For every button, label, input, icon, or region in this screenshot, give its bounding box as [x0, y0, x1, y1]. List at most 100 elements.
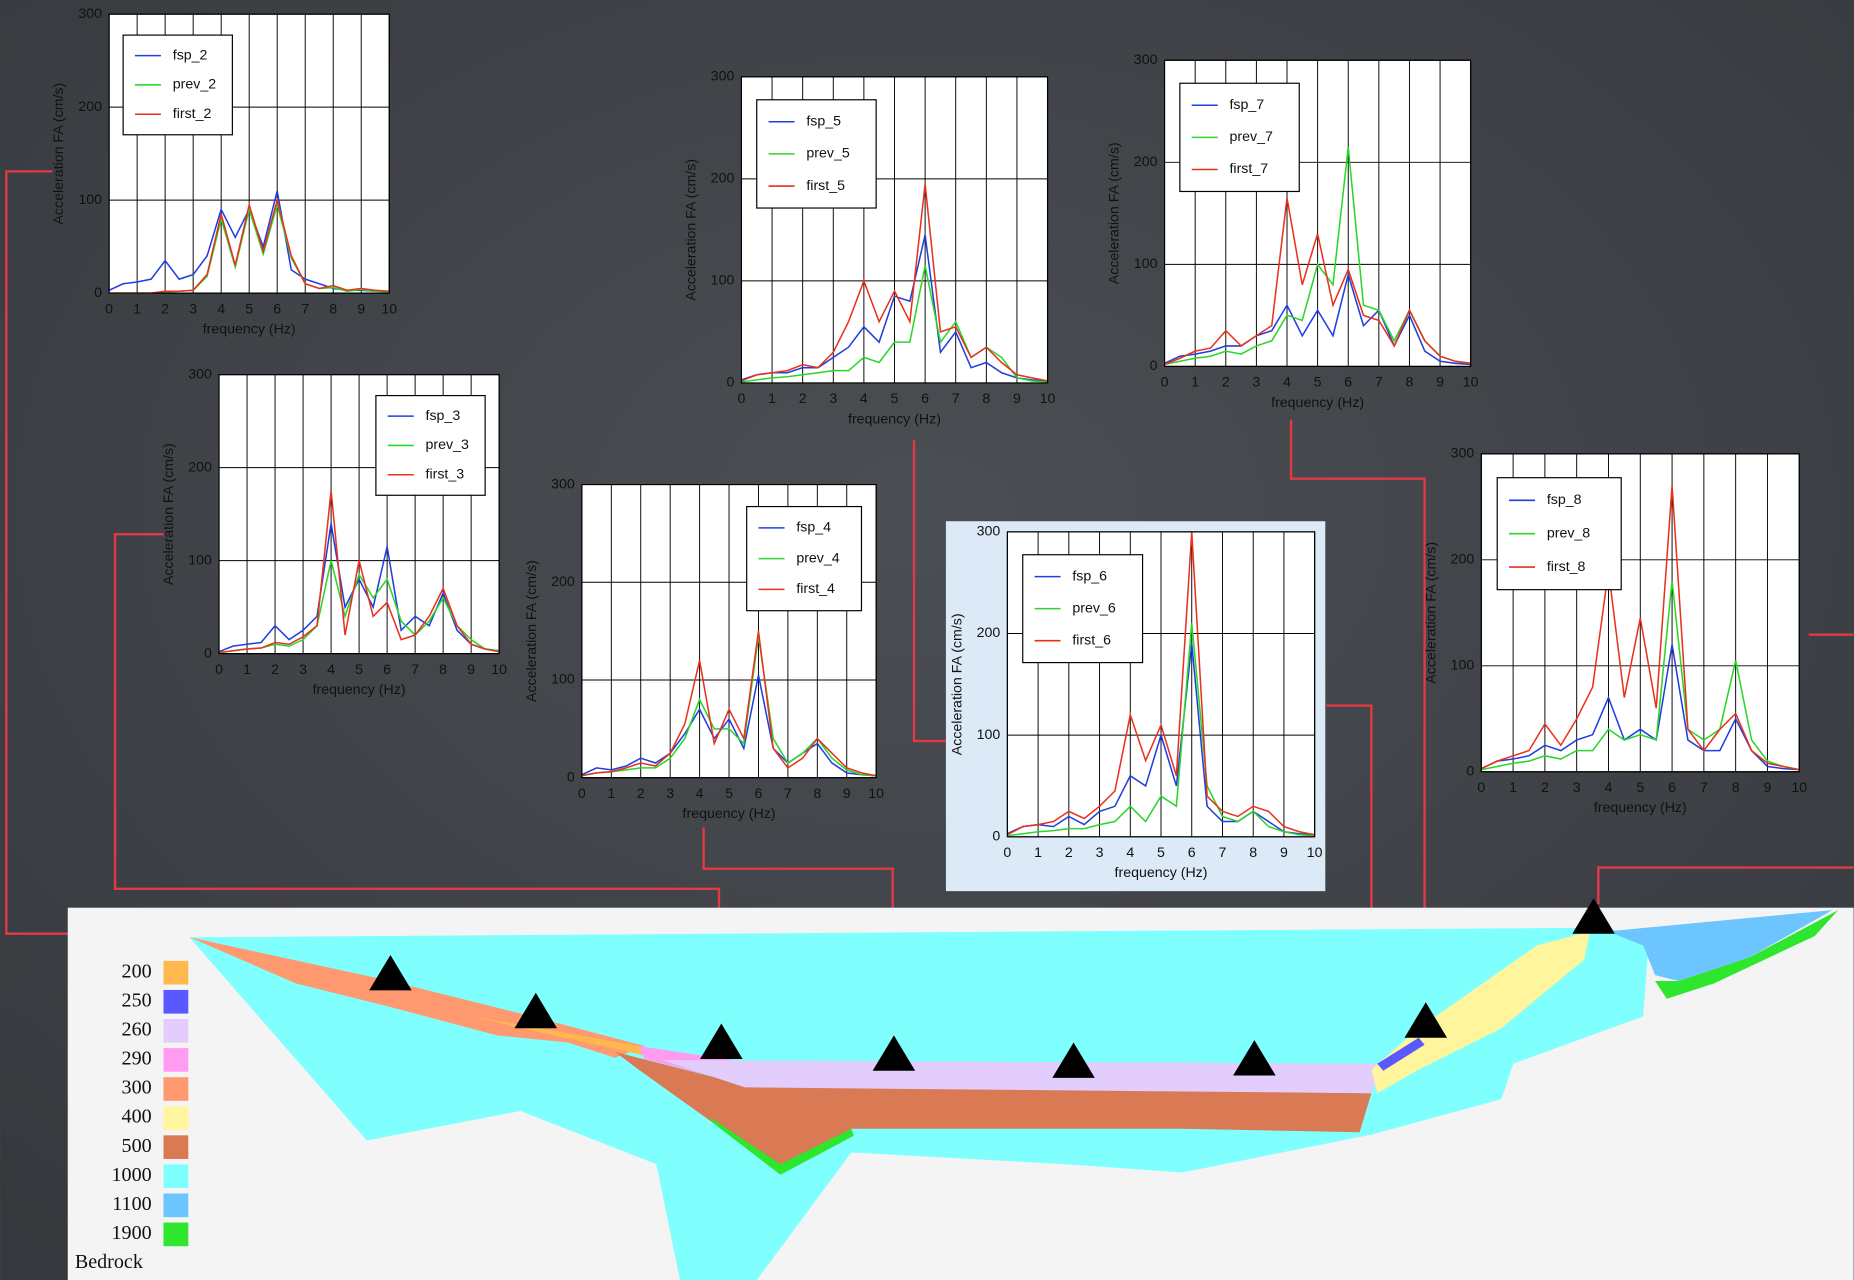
series-line — [741, 183, 1048, 382]
layer-1900 — [1655, 910, 1839, 999]
legend-swatch — [163, 1019, 189, 1043]
x-tick-label: 2 — [271, 662, 279, 678]
legend-label: first_7 — [1230, 161, 1269, 177]
x-tick-label: 9 — [467, 662, 475, 678]
legend-label: first_4 — [796, 581, 835, 597]
x-tick-label: 0 — [737, 391, 745, 407]
series-line — [1164, 271, 1471, 366]
x-tick-label: 9 — [1013, 391, 1021, 407]
legend-label: prev_3 — [426, 437, 469, 453]
y-tick-label: 0 — [567, 769, 575, 785]
series-line — [109, 197, 390, 294]
x-tick-label: 0 — [1477, 780, 1485, 796]
legend-label: prev_6 — [1072, 600, 1115, 616]
x-tick-label: 4 — [327, 662, 335, 678]
x-axis-label: frequency (Hz) — [1115, 865, 1208, 881]
x-tick-label: 2 — [637, 786, 645, 802]
x-tick-label: 4 — [696, 786, 704, 802]
y-tick-label: 200 — [1134, 154, 1158, 170]
legend-label: 300 — [122, 1077, 152, 1099]
legend-label: 250 — [122, 989, 152, 1011]
x-tick-label: 7 — [1700, 780, 1708, 796]
x-tick-label: 7 — [1375, 375, 1383, 391]
legend-label: 1000 — [112, 1164, 152, 1186]
legend-label: 290 — [122, 1048, 152, 1070]
y-axis-label: Acceleration FA (cm/s) — [524, 560, 540, 702]
legend-swatch — [163, 1106, 189, 1130]
y-axis-label: Acceleration FA (cm/s) — [1107, 142, 1123, 284]
legend-swatch — [163, 1135, 189, 1159]
plot-frame — [108, 13, 390, 294]
station — [872, 1035, 916, 1071]
x-tick-label: 6 — [1344, 375, 1352, 391]
y-tick-label: 200 — [711, 171, 735, 187]
layer-500 — [614, 1051, 1372, 1171]
y-axis-label: Acceleration FA (cm/s) — [161, 443, 177, 585]
series-line — [581, 674, 877, 777]
y-tick-label: 100 — [551, 672, 575, 688]
station — [514, 992, 558, 1029]
y-tick-label: 100 — [1451, 658, 1475, 674]
x-tick-label: 5 — [245, 301, 253, 317]
legend-label: prev_5 — [806, 146, 849, 162]
x-tick-label: 8 — [1732, 780, 1740, 796]
plot-frame — [1480, 453, 1800, 773]
connector — [1289, 419, 1426, 1007]
x-tick-label: 5 — [1157, 845, 1165, 861]
x-tick-label: 3 — [829, 391, 837, 407]
legend-label: prev_2 — [173, 77, 216, 93]
x-tick-label: 5 — [725, 786, 733, 802]
station — [1404, 1002, 1448, 1038]
series-line — [218, 490, 500, 654]
y-tick-label: 200 — [1451, 552, 1475, 568]
x-tick-label: 5 — [355, 662, 363, 678]
x-tick-label: 1 — [133, 301, 141, 317]
legend-swatch — [163, 1048, 189, 1072]
series-line — [1480, 485, 1800, 771]
legend-swatch — [163, 1077, 189, 1101]
x-tick-label: 3 — [299, 662, 307, 678]
x-tick-label: 10 — [1791, 780, 1807, 796]
y-tick-label: 0 — [992, 829, 1000, 845]
legend-label: fsp_6 — [1072, 568, 1107, 584]
plot-frame — [581, 483, 877, 779]
legend-label: fsp_5 — [806, 114, 841, 130]
y-tick-label: 200 — [188, 459, 212, 475]
cross-section: 200 250 260 290 300 400 500 1000 1100 1900 Bedrock — [67, 866, 1854, 1280]
x-tick-label: 4 — [217, 301, 225, 317]
x-axis-label: frequency (Hz) — [683, 806, 776, 822]
legend-label: first_2 — [173, 106, 212, 122]
legend-label: fsp_4 — [796, 520, 831, 536]
y-tick-label: 0 — [1150, 358, 1158, 374]
y-axis-label: Acceleration FA (cm/s) — [684, 159, 700, 301]
y-tick-label: 300 — [1451, 446, 1475, 462]
legend-label: prev_8 — [1547, 525, 1590, 541]
station — [1572, 898, 1615, 934]
x-axis-label: frequency (Hz) — [203, 322, 296, 338]
x-tick-label: 0 — [215, 662, 223, 678]
x-tick-label: 2 — [799, 391, 807, 407]
series-line — [741, 265, 1048, 383]
series-line — [581, 635, 877, 777]
legend-label: prev_7 — [1230, 129, 1273, 145]
x-tick-label: 2 — [1065, 845, 1073, 861]
legend-swatch — [163, 960, 189, 985]
x-tick-label: 1 — [768, 391, 776, 407]
y-tick-label: 200 — [977, 625, 1001, 641]
series-line — [1481, 580, 1800, 771]
y-tick-label: 200 — [78, 99, 102, 115]
station — [369, 954, 412, 991]
y-axis-label: Acceleration FA (cm/s) — [51, 83, 67, 225]
x-tick-label: 10 — [1307, 845, 1323, 861]
legend-swatch — [163, 989, 189, 1014]
x-tick-label: 4 — [1605, 780, 1613, 796]
x-tick-label: 3 — [666, 786, 674, 802]
legend-swatch — [163, 1222, 189, 1247]
legend-label: Bedrock — [75, 1251, 144, 1273]
x-tick-label: 4 — [1283, 375, 1291, 391]
legend-label: 260 — [122, 1018, 152, 1040]
